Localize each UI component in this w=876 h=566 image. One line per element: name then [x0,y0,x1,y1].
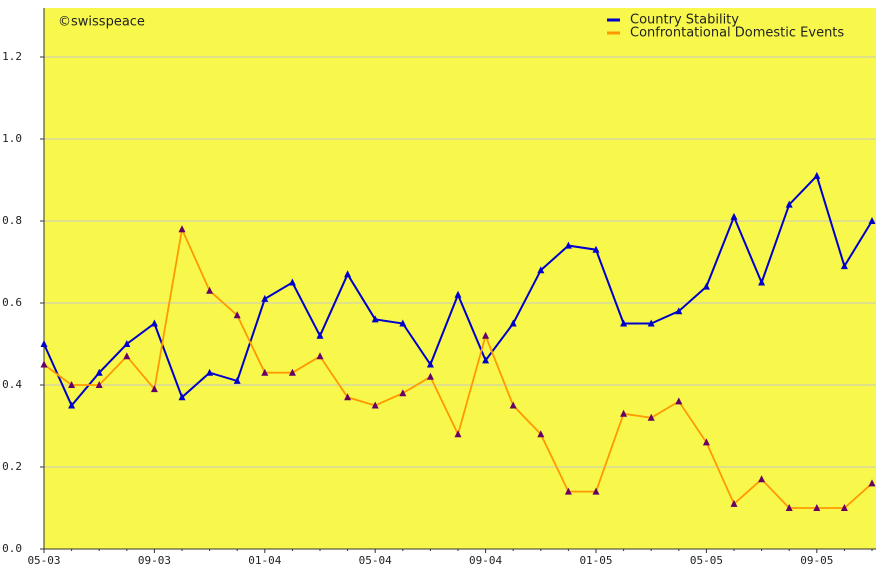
data-point [647,413,655,421]
data-point [675,307,683,315]
y-tick-label: 0.4 [2,378,22,391]
data-point [537,266,545,274]
y-tick-label: 0.2 [2,460,22,473]
x-tick-label: 09-04 [469,554,502,566]
data-point [426,372,434,380]
data-point [454,290,462,298]
x-tick-label: 05-05 [690,554,723,566]
data-point [702,282,710,290]
data-point [482,331,490,339]
data-point [288,368,296,376]
data-point [813,171,821,179]
data-point [813,504,821,511]
data-point [261,294,269,302]
data-point [509,319,517,327]
data-point [178,393,186,401]
data-point [150,319,158,327]
data-point [40,340,48,347]
data-point [592,245,600,253]
data-point [95,368,103,376]
data-point [758,475,766,483]
data-point [868,479,876,487]
data-point [344,270,352,278]
data-point [785,200,793,208]
data-point [150,385,158,393]
y-tick-label: 0.8 [2,214,22,227]
data-point [564,241,572,249]
data-point [675,397,683,405]
data-point [592,487,600,495]
data-point [564,487,572,495]
x-tick-label: 05-03 [27,554,60,566]
data-point [399,319,407,327]
plot-area [44,8,876,549]
data-point [316,352,324,360]
data-point [426,360,434,368]
data-point [123,340,131,347]
x-tick-label: 01-05 [579,554,612,566]
data-point [840,504,848,511]
data-point [399,389,407,397]
data-point [702,438,710,446]
data-point [68,401,76,409]
data-point [371,315,379,323]
data-point [758,278,766,286]
data-point [537,430,545,438]
data-point [785,504,793,511]
data-point [620,409,628,417]
data-point [123,352,131,360]
data-point [206,286,214,294]
data-point [454,430,462,438]
data-point [344,393,352,401]
data-point [68,381,76,388]
data-point [371,401,379,409]
data-point [178,225,186,233]
y-tick-label: 1.2 [2,50,22,63]
x-tick-label: 01-04 [248,554,281,566]
x-tick-label: 09-03 [138,554,171,566]
data-point [730,499,738,507]
data-point [233,376,241,384]
data-point [840,262,848,270]
y-tick-label: 0.0 [2,542,22,555]
y-tick-label: 0.6 [2,296,22,309]
data-point [95,381,103,388]
legend-label: Country Stability [630,13,739,28]
x-tick-label: 09-05 [800,554,833,566]
data-point [288,278,296,286]
data-point [647,319,655,327]
legend-label: Confrontational Domestic Events [630,26,844,41]
data-point [40,360,48,368]
data-point [233,311,241,319]
data-point [730,212,738,220]
data-point [868,217,876,224]
data-point [206,368,214,376]
annotation: ©swisspeace [58,15,145,30]
data-point [261,368,269,376]
data-point [509,401,517,409]
data-point [620,319,628,327]
x-tick-label: 05-04 [359,554,392,566]
y-tick-label: 1.0 [2,132,22,145]
data-point [482,356,490,364]
data-point [316,331,324,339]
